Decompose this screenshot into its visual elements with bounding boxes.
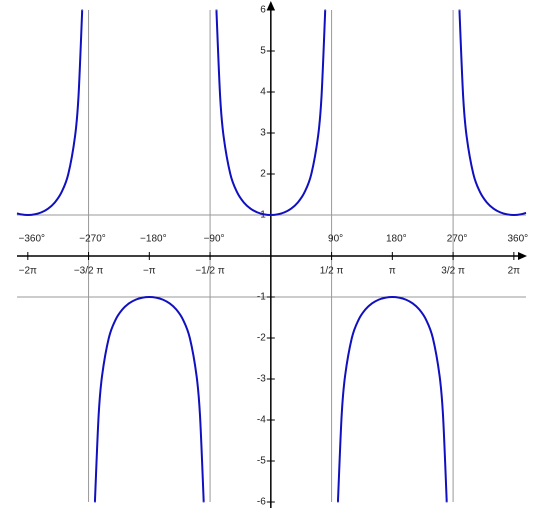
x-tick-label: −2π bbox=[19, 266, 37, 277]
x-tick-label: 1/2 π bbox=[320, 266, 344, 277]
y-tick-label: 5 bbox=[260, 46, 266, 57]
x-tick-label: 2π bbox=[508, 266, 521, 277]
y-tick-label: -1 bbox=[257, 292, 266, 303]
x-tick-label: 3/2 π bbox=[441, 266, 465, 277]
y-tick-label: 6 bbox=[260, 5, 266, 16]
x-tick-label: −1/2 π bbox=[195, 266, 225, 277]
x-tick-label-degrees: −90° bbox=[204, 234, 225, 245]
x-tick-label-degrees: −270° bbox=[79, 234, 106, 245]
y-tick-label: 3 bbox=[260, 128, 266, 139]
x-tick-label-degrees: 90° bbox=[328, 234, 343, 245]
x-tick-label-degrees: 270° bbox=[447, 234, 468, 245]
x-tick-label: −3/2 π bbox=[74, 266, 104, 277]
x-tick-label-degrees: 360° bbox=[508, 234, 529, 245]
y-tick-label: -6 bbox=[257, 497, 266, 508]
x-tick-label-degrees: −360° bbox=[19, 234, 46, 245]
x-tick-label: −π bbox=[143, 266, 156, 277]
x-axis-arrow bbox=[518, 252, 527, 260]
curve bbox=[16, 9, 527, 503]
y-tick-label: -2 bbox=[257, 333, 266, 344]
x-tick-label-degrees: −180° bbox=[140, 234, 167, 245]
x-tick-label-degrees: 180° bbox=[386, 234, 407, 245]
y-tick-label: 2 bbox=[260, 169, 266, 180]
x-tick-label: π bbox=[389, 266, 396, 277]
y-tick-label: -3 bbox=[257, 374, 266, 385]
y-tick-label: -4 bbox=[257, 415, 266, 426]
y-tick-label: -5 bbox=[257, 456, 266, 467]
y-tick-label: 4 bbox=[260, 87, 266, 98]
y-axis-arrow bbox=[266, 1, 275, 10]
